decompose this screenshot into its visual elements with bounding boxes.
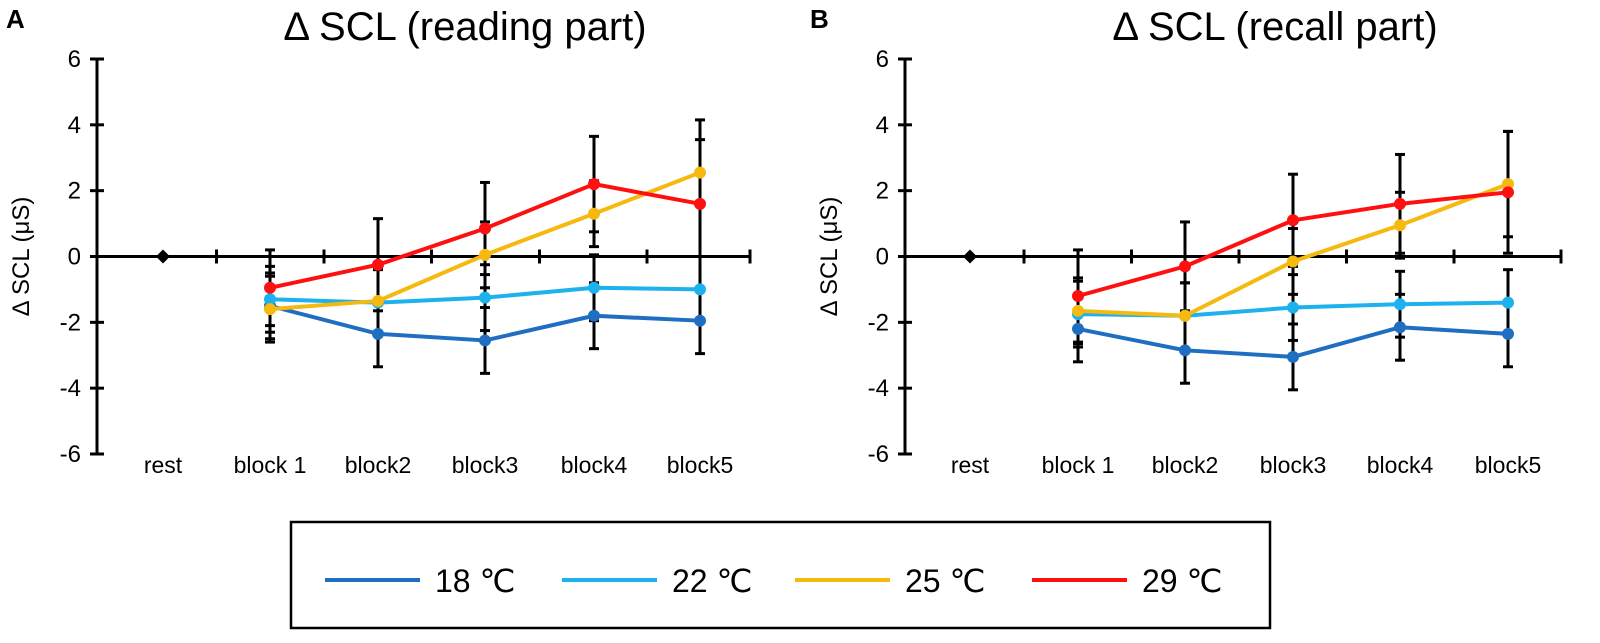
data-point: [1287, 350, 1299, 363]
chart-title: Δ SCL (reading part): [283, 5, 646, 49]
x-tick-label: rest: [144, 452, 183, 478]
data-point: [264, 281, 276, 294]
data-point: [479, 222, 491, 235]
data-point: [588, 281, 600, 294]
data-point: [1502, 186, 1514, 199]
data-point: [372, 327, 384, 340]
data-point: [372, 258, 384, 271]
data-point: [1394, 298, 1406, 311]
x-tick-label: block2: [1152, 452, 1218, 478]
legend-label: 22 ℃: [672, 563, 752, 599]
x-tick-label: block3: [452, 452, 518, 478]
data-point: [1287, 214, 1299, 227]
data-point: [1287, 301, 1299, 314]
legend: 18 ℃ 22 ℃ 25 ℃ 29 ℃: [289, 520, 1272, 630]
data-point: [1287, 255, 1299, 268]
data-point: [1394, 219, 1406, 232]
data-point: [1179, 344, 1191, 357]
data-point: [694, 197, 706, 210]
y-tick-label: 6: [876, 46, 889, 73]
y-tick-label: -6: [60, 441, 81, 468]
rest-point: [963, 249, 977, 264]
data-point: [588, 207, 600, 220]
panel-a: A Δ SCL (reading part) -6 -4 -2 0 2 4 6 Δ SCL (μS…: [6, 4, 752, 478]
legend-label: 29 ℃: [1142, 563, 1222, 599]
data-point: [1502, 296, 1514, 309]
data-point: [1502, 178, 1514, 191]
y-tick-label: 2: [68, 178, 81, 205]
y-axis-label: Δ SCL (μS): [816, 197, 843, 317]
legend-label: 25 ℃: [905, 563, 985, 599]
x-tick-label: block 1: [1042, 452, 1115, 478]
x-tick-label: block3: [1260, 452, 1326, 478]
y-tick-label: -2: [868, 309, 889, 336]
data-point: [694, 283, 706, 296]
y-tick-label: 2: [876, 178, 889, 205]
y-tick-label: 4: [876, 112, 889, 139]
y-tick-label: -4: [60, 375, 81, 402]
chart-title: Δ SCL (recall part): [1112, 5, 1437, 49]
rest-point: [156, 249, 170, 264]
x-tick-label: rest: [951, 452, 990, 478]
legend-box: [289, 520, 1272, 630]
data-point: [1072, 322, 1084, 335]
data-point: [479, 334, 491, 347]
y-tick-label: 6: [68, 46, 81, 73]
panel-letter: A: [6, 4, 25, 34]
data-point: [479, 291, 491, 304]
y-tick-label: -4: [868, 375, 889, 402]
x-tick-label: block 1: [234, 452, 307, 478]
data-point: [694, 166, 706, 179]
data-point: [1394, 321, 1406, 334]
data-point: [1394, 197, 1406, 210]
x-tick-label: block5: [1475, 452, 1541, 478]
data-point: [694, 314, 706, 327]
data-point: [264, 303, 276, 316]
y-tick-label: 4: [68, 112, 81, 139]
x-tick-label: block5: [667, 452, 733, 478]
y-tick-label: -2: [60, 309, 81, 336]
x-tick-label: block4: [1367, 452, 1434, 478]
x-tick-label: block4: [561, 452, 628, 478]
data-point: [479, 248, 491, 261]
panel-b: B Δ SCL (recall part) -6 -4 -2 0 2 4 6 Δ SCL (μS)…: [810, 4, 1563, 478]
panel-letter: B: [810, 4, 829, 34]
data-point: [1072, 290, 1084, 302]
y-tick-label: 0: [68, 244, 81, 271]
data-point: [588, 309, 600, 322]
y-tick-label: -6: [868, 441, 889, 468]
y-axis-label: Δ SCL (μS): [8, 197, 35, 317]
data-point: [372, 294, 384, 307]
data-point: [588, 178, 600, 191]
x-tick-label: block2: [345, 452, 411, 478]
legend-label: 18 ℃: [435, 563, 515, 599]
data-point: [264, 293, 276, 306]
data-point: [1179, 260, 1191, 273]
data-point: [1502, 327, 1514, 340]
data-point: [1072, 304, 1084, 317]
y-tick-label: 0: [876, 244, 889, 271]
data-point: [1179, 309, 1191, 322]
